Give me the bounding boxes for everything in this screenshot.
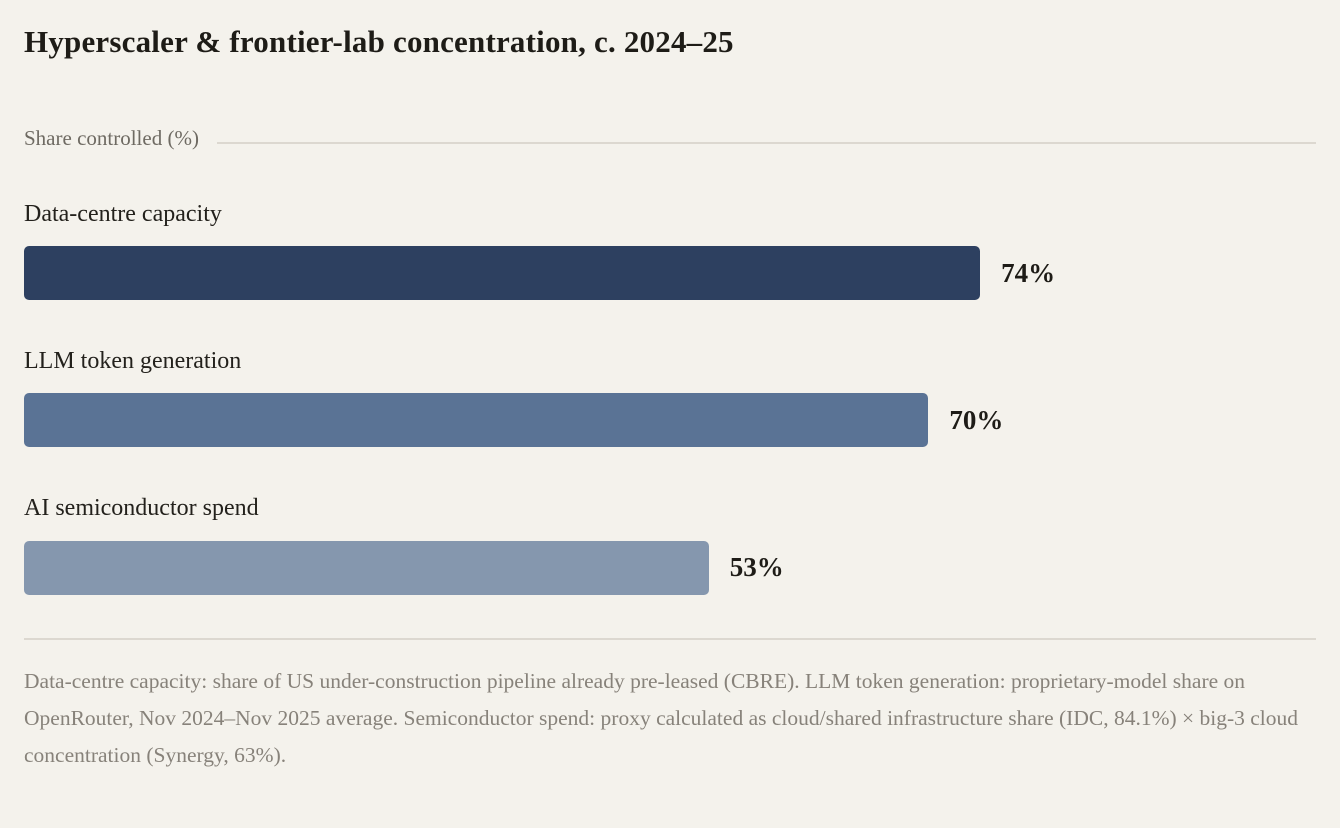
bar-label: Data-centre capacity (24, 201, 222, 227)
bar-track: 70% (24, 393, 1316, 448)
bar-row: AI semiconductor spend 53% (24, 493, 1316, 595)
chart-title: Hyperscaler & frontier-lab concentration… (24, 24, 734, 59)
bar-row: Data-centre capacity 74% (24, 199, 1316, 301)
bar-label: AI semiconductor spend (24, 495, 259, 522)
bar-label: LLM token generation (24, 348, 242, 375)
bar (24, 393, 929, 448)
bar (24, 246, 981, 301)
axis-rule-line (216, 141, 1316, 144)
axis-row: Share controlled (%) (24, 126, 1316, 151)
bar-track: 74% (24, 246, 1316, 301)
bar-row: LLM token generation 70% (24, 346, 1316, 448)
footnote-divider-line (24, 637, 1316, 640)
bar-chart: Data-centre capacity 74% LLM token generat… (24, 199, 1316, 595)
bar-value: 70% (949, 404, 1004, 435)
bar-value: 53% (729, 552, 784, 583)
bar-track: 53% (24, 540, 1316, 595)
axis-label: Share controlled (%) (24, 126, 199, 150)
bar-value: 74% (1001, 257, 1056, 288)
bar (24, 540, 709, 595)
footnote: Data-centre capacity: share of US under-… (24, 668, 1299, 767)
